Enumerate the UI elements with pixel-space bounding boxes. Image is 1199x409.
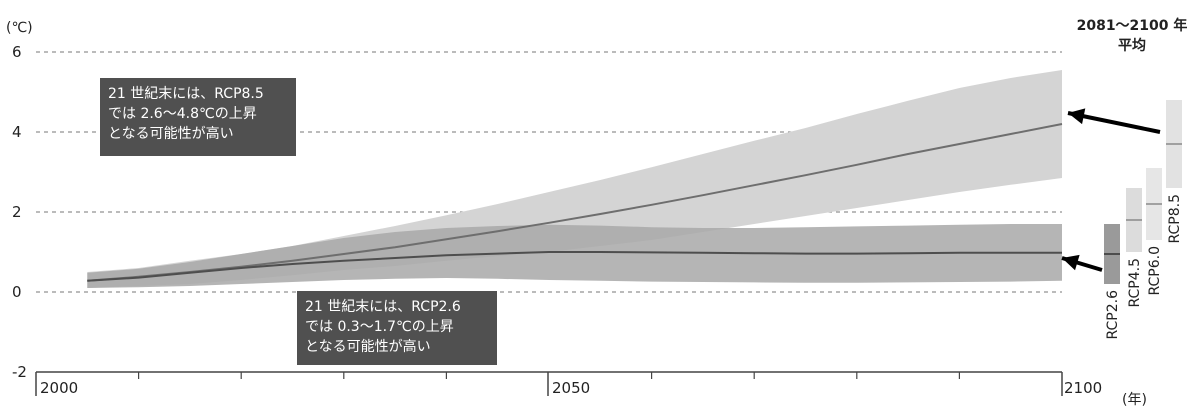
y-tick-label: 2 [12, 203, 22, 221]
line-layer [87, 123, 1063, 282]
arrow-rcp85-head [1068, 108, 1086, 125]
y-tick-label: 6 [12, 43, 22, 61]
y-tick-label: 0 [12, 283, 22, 301]
x-tick-label: 2050 [552, 379, 590, 397]
mean-line-rcp85 [87, 123, 1063, 282]
period-average-title: 2081～2100 年 平均 [1076, 18, 1188, 54]
arrow-rcp26-head [1062, 254, 1080, 271]
y-tick-label: 4 [12, 123, 22, 141]
x-unit-label: (年) [1122, 392, 1147, 408]
avg-bar-label: RCP6.0 [1147, 246, 1163, 296]
band-layer [87, 70, 1063, 288]
y-tick-label: -2 [12, 363, 27, 381]
band-rcp85 [87, 70, 1063, 288]
avg-bar-label: RCP4.5 [1127, 258, 1143, 308]
axis-layer: 6 4 2 0 -2 2000 2050 2100 [12, 43, 1102, 397]
mean-line-rcp26 [87, 251, 1062, 282]
rcp26-callout: 21 世紀末には、RCP2.6 では 0.3～1.7℃の上昇 となる可能性が高い [297, 291, 497, 365]
rcp85-callout: 21 世紀末には、RCP8.5 では 2.6～4.8℃の上昇 となる可能性が高い [100, 78, 296, 156]
avg-bar-label: RCP8.5 [1167, 194, 1183, 244]
arrow-layer [1061, 108, 1161, 272]
x-tick-label: 2100 [1064, 379, 1102, 397]
avg-bar-label: RCP2.6 [1105, 290, 1121, 340]
x-tick-label: 2000 [40, 379, 78, 397]
y-unit-label: (℃) [6, 20, 33, 36]
band-rcp26 [87, 224, 1063, 288]
